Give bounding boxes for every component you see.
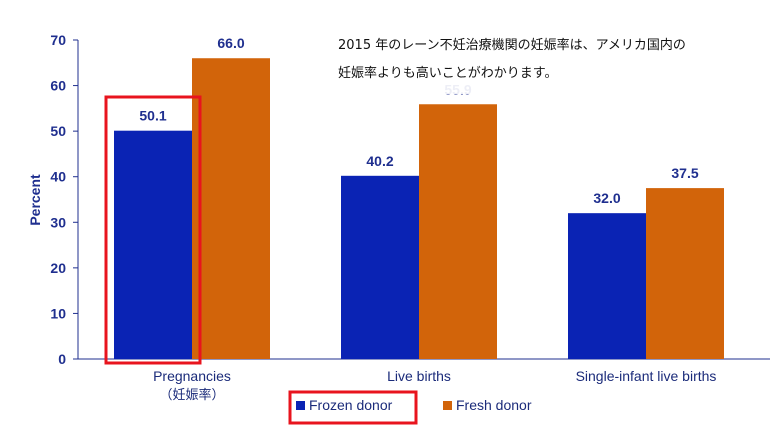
bar-fresh-1 [419,104,497,360]
data-label: 40.2 [366,153,393,169]
highlight-box-pregnancies [104,95,202,365]
y-tick-label: 70 [50,32,66,48]
bars-group [114,58,724,360]
data-label: 32.0 [593,190,620,206]
data-label: 37.5 [671,165,698,181]
bar-frozen-1 [341,175,419,359]
y-tick-label: 20 [50,260,66,276]
legend-label: Fresh donor [456,397,532,413]
legend-swatch [443,401,452,410]
annotation-box: 2015 年のレーン不妊治療機関の妊娠率は、アメリカ国内の 妊娠率よりも高いこと… [332,28,754,94]
annotation-line-2: 妊娠率よりも高いことがわかります。 [338,66,558,81]
bar-frozen-2 [568,213,646,359]
y-tick-label: 60 [50,78,66,94]
category-label: Single-infant live births [576,368,717,384]
highlight-box-frozen-legend [288,390,418,425]
y-axis-label: Percent [27,174,43,226]
y-tick-label: 10 [50,305,66,321]
bar-fresh-2 [646,188,724,359]
category-sublabel: （妊娠率） [159,387,224,403]
category-label: Pregnancies [153,368,231,384]
bar-frozen-0 [114,130,192,359]
y-tick-label: 0 [58,351,66,367]
highlights-group [104,95,418,425]
y-tick-label: 40 [50,169,66,185]
annotation-line-1: 2015 年のレーン不妊治療機関の妊娠率は、アメリカ国内の [338,38,686,53]
category-label: Live births [387,368,451,384]
legend: Frozen donor Fresh donor [296,397,532,413]
data-label: 50.1 [139,108,166,124]
category-labels-group: Pregnancies （妊娠率） Live births Single-infant… [153,368,716,403]
y-tick-label: 50 [50,123,66,139]
legend-label: Frozen donor [309,397,393,413]
legend-swatch [296,401,305,410]
bar-fresh-0 [192,58,270,359]
data-label: 66.0 [217,35,244,51]
y-tick-label: 30 [50,214,66,230]
